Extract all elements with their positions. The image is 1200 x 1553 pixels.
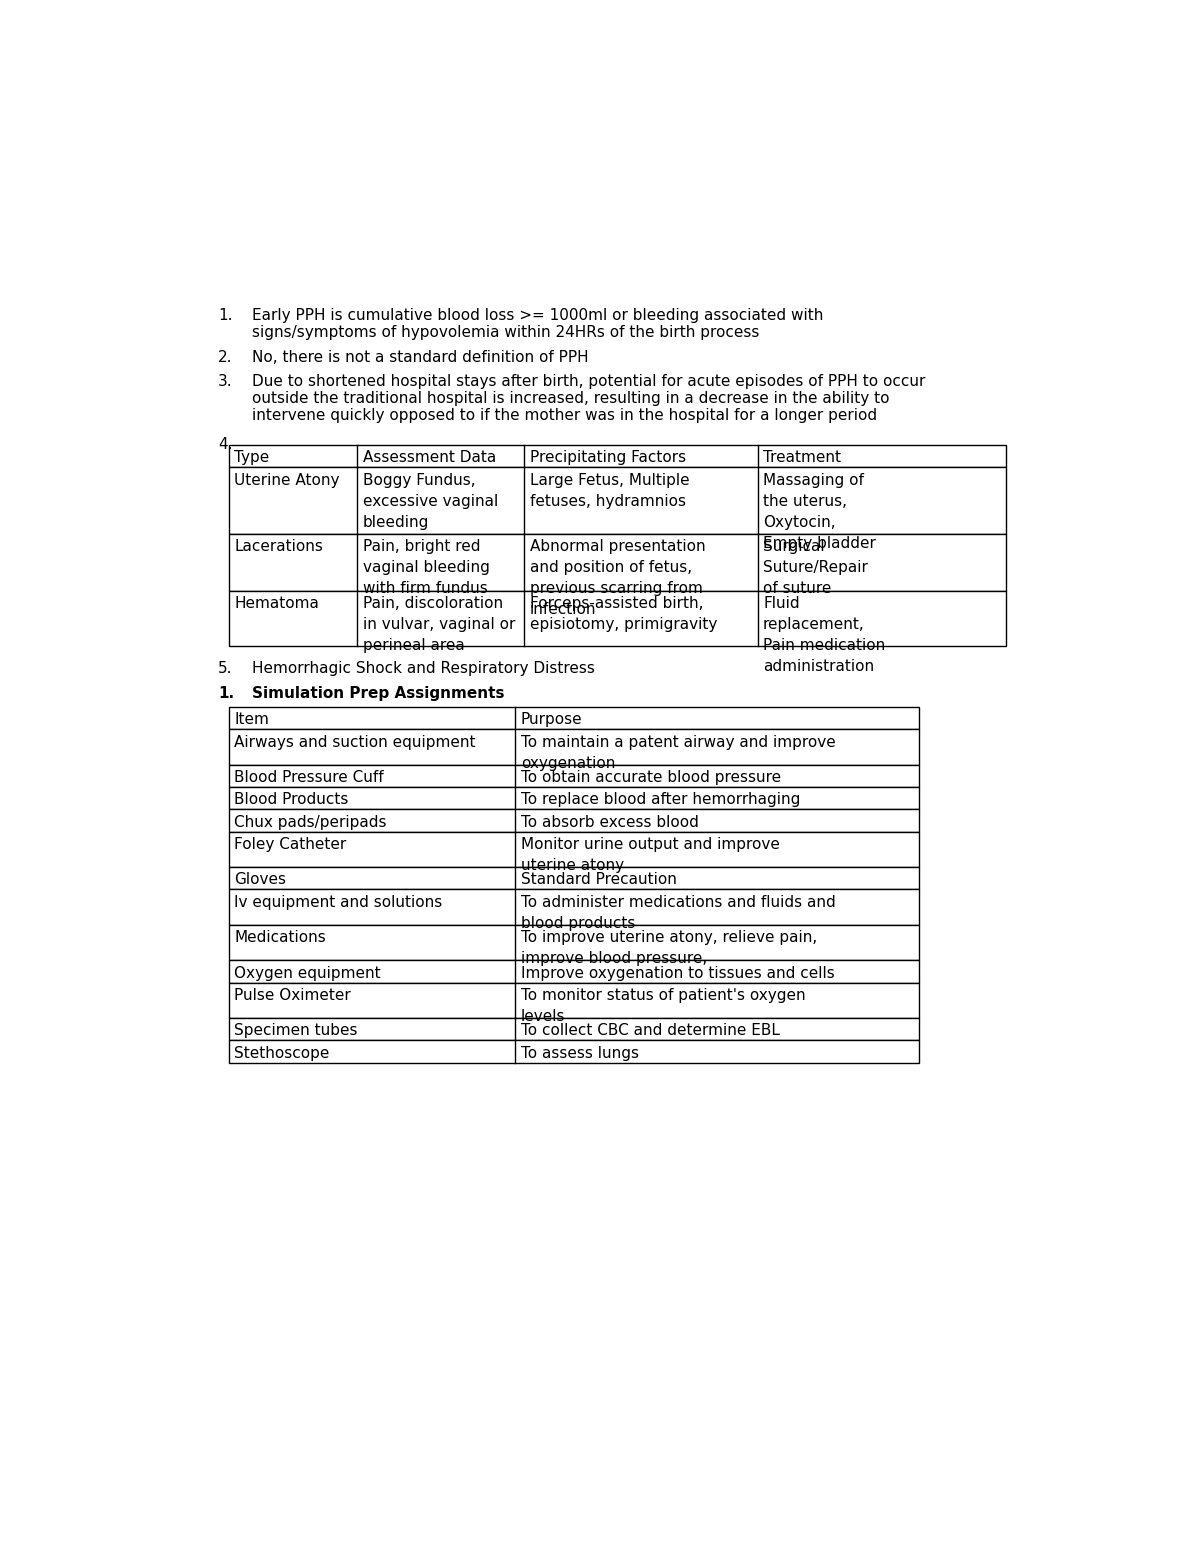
Text: To assess lungs: To assess lungs xyxy=(521,1045,638,1061)
Text: Specimen tubes: Specimen tubes xyxy=(234,1023,358,1039)
Text: Treatment: Treatment xyxy=(763,450,841,466)
Text: Medications: Medications xyxy=(234,930,326,946)
Text: Abnormal presentation
and position of fetus,
previous scarring from
infection: Abnormal presentation and position of fe… xyxy=(530,539,706,617)
Text: To administer medications and fluids and
blood products: To administer medications and fluids and… xyxy=(521,895,835,930)
Bar xyxy=(229,534,1007,590)
Bar xyxy=(229,730,919,764)
Text: Simulation Prep Assignments: Simulation Prep Assignments xyxy=(252,686,505,700)
Text: Iv equipment and solutions: Iv equipment and solutions xyxy=(234,895,443,910)
Bar xyxy=(229,1017,919,1041)
Bar xyxy=(229,890,919,924)
Text: Boggy Fundus,
excessive vaginal
bleeding: Boggy Fundus, excessive vaginal bleeding xyxy=(362,472,498,530)
Text: To maintain a patent airway and improve
oxygenation: To maintain a patent airway and improve … xyxy=(521,735,835,770)
Text: 2.: 2. xyxy=(218,349,233,365)
Text: Uterine Atony: Uterine Atony xyxy=(234,472,340,488)
Text: Purpose: Purpose xyxy=(521,713,582,727)
Text: To replace blood after hemorrhaging: To replace blood after hemorrhaging xyxy=(521,792,800,808)
Text: To monitor status of patient's oxygen
levels: To monitor status of patient's oxygen le… xyxy=(521,988,805,1023)
Text: Gloves: Gloves xyxy=(234,873,287,887)
Text: Blood Products: Blood Products xyxy=(234,792,349,808)
Text: Pain, bright red
vaginal bleeding
with firm fundus: Pain, bright red vaginal bleeding with f… xyxy=(362,539,490,596)
Text: To improve uterine atony, relieve pain,
improve blood pressure,: To improve uterine atony, relieve pain, … xyxy=(521,930,817,966)
Text: Lacerations: Lacerations xyxy=(234,539,323,554)
Text: Large Fetus, Multiple
fetuses, hydramnios: Large Fetus, Multiple fetuses, hydramnio… xyxy=(530,472,690,509)
Text: 5.: 5. xyxy=(218,662,233,677)
Text: Assessment Data: Assessment Data xyxy=(362,450,496,466)
Text: Due to shortened hospital stays after birth, potential for acute episodes of PPH: Due to shortened hospital stays after bi… xyxy=(252,374,925,390)
Bar xyxy=(229,867,919,890)
Text: Monitor urine output and improve
uterine atony: Monitor urine output and improve uterine… xyxy=(521,837,780,873)
Text: No, there is not a standard definition of PPH: No, there is not a standard definition o… xyxy=(252,349,589,365)
Text: Oxygen equipment: Oxygen equipment xyxy=(234,966,382,980)
Text: Hematoma: Hematoma xyxy=(234,596,319,610)
Text: Early PPH is cumulative blood loss >= 1000ml or bleeding associated with: Early PPH is cumulative blood loss >= 10… xyxy=(252,307,823,323)
Text: Chux pads/peripads: Chux pads/peripads xyxy=(234,815,386,829)
Text: Airways and suction equipment: Airways and suction equipment xyxy=(234,735,476,750)
Bar xyxy=(229,446,1007,467)
Bar xyxy=(229,764,919,787)
Text: Fluid
replacement,
Pain medication
administration: Fluid replacement, Pain medication admin… xyxy=(763,596,886,674)
Text: Type: Type xyxy=(234,450,270,466)
Text: 3.: 3. xyxy=(218,374,233,390)
Text: Forceps-assisted birth,
episiotomy, primigravity: Forceps-assisted birth, episiotomy, prim… xyxy=(530,596,718,632)
Text: Pain, discoloration
in vulvar, vaginal or
perineal area: Pain, discoloration in vulvar, vaginal o… xyxy=(362,596,515,652)
Bar xyxy=(229,787,919,809)
Text: Improve oxygenation to tissues and cells: Improve oxygenation to tissues and cells xyxy=(521,966,834,980)
Text: 1.: 1. xyxy=(218,686,234,700)
Bar xyxy=(229,467,1007,534)
Text: Pulse Oximeter: Pulse Oximeter xyxy=(234,988,352,1003)
Text: To absorb excess blood: To absorb excess blood xyxy=(521,815,698,829)
Text: Surgical
Suture/Repair
of suture: Surgical Suture/Repair of suture xyxy=(763,539,868,596)
Bar xyxy=(229,707,919,730)
Text: Blood Pressure Cuff: Blood Pressure Cuff xyxy=(234,770,384,784)
Text: Massaging of
the uterus,
Oxytocin,
Empty bladder: Massaging of the uterus, Oxytocin, Empty… xyxy=(763,472,876,551)
Text: To obtain accurate blood pressure: To obtain accurate blood pressure xyxy=(521,770,781,784)
Text: To collect CBC and determine EBL: To collect CBC and determine EBL xyxy=(521,1023,780,1039)
Bar xyxy=(229,590,1007,646)
Text: Precipitating Factors: Precipitating Factors xyxy=(530,450,686,466)
Text: Standard Precaution: Standard Precaution xyxy=(521,873,677,887)
Bar xyxy=(229,1041,919,1062)
Text: outside the traditional hospital is increased, resulting in a decrease in the ab: outside the traditional hospital is incr… xyxy=(252,391,890,407)
Text: intervene quickly opposed to if the mother was in the hospital for a longer peri: intervene quickly opposed to if the moth… xyxy=(252,408,877,422)
Text: Hemorrhagic Shock and Respiratory Distress: Hemorrhagic Shock and Respiratory Distre… xyxy=(252,662,595,677)
Bar xyxy=(229,983,919,1017)
Text: Item: Item xyxy=(234,713,269,727)
Bar xyxy=(229,809,919,831)
Bar xyxy=(229,831,919,867)
Bar xyxy=(229,924,919,960)
Text: Stethoscope: Stethoscope xyxy=(234,1045,330,1061)
Bar xyxy=(229,960,919,983)
Text: 4.: 4. xyxy=(218,436,233,452)
Text: Foley Catheter: Foley Catheter xyxy=(234,837,347,853)
Text: signs/symptoms of hypovolemia within 24HRs of the birth process: signs/symptoms of hypovolemia within 24H… xyxy=(252,325,760,340)
Text: 1.: 1. xyxy=(218,307,233,323)
